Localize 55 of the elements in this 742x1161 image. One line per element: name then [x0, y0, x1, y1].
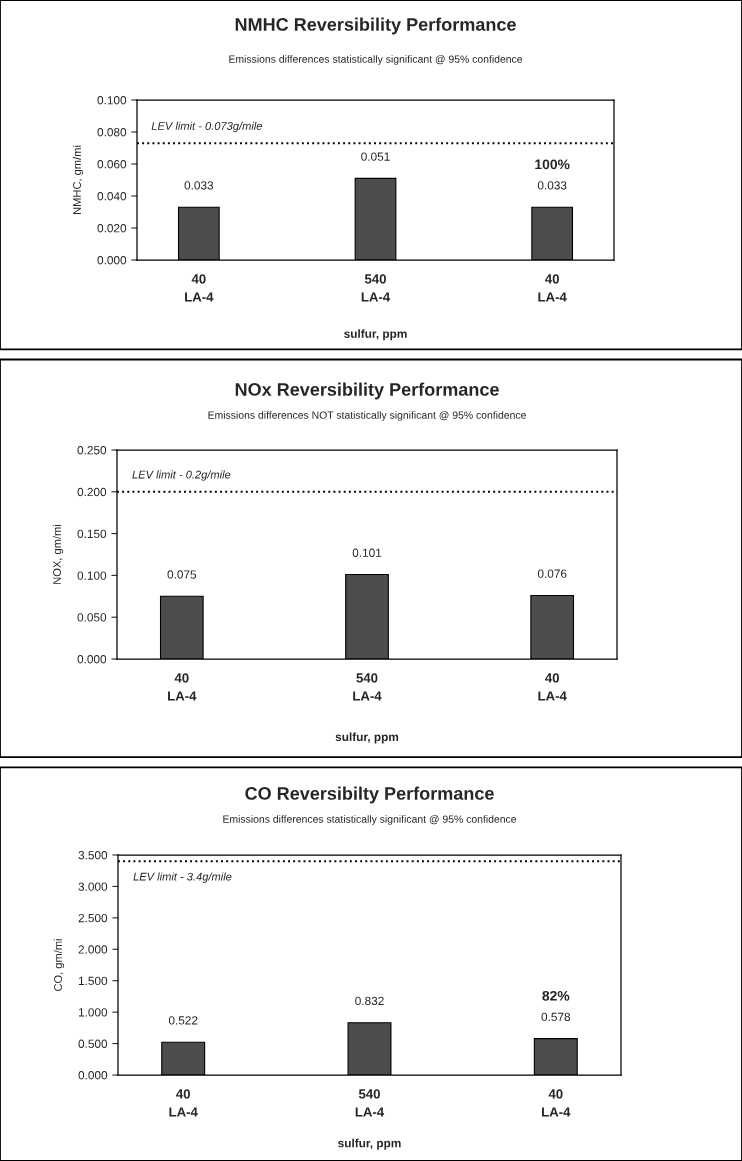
y-tick-label: 0.100 [77, 571, 107, 580]
annotation: 100% [535, 159, 570, 170]
chart-subtitle: Emissions differences statistically significant @ 95% confidence [229, 55, 523, 65]
x-axis-title: sulfur, ppm [344, 329, 407, 341]
y-tick-label: 0.050 [77, 613, 107, 622]
x-tick-label: 40 LA-4 [169, 1089, 198, 1117]
y-axis-title: NMHC, gm/mi [72, 145, 84, 214]
x-tick-label: 540 LA-4 [355, 1089, 385, 1117]
chart-title: CO Reversibilty Performance [245, 786, 494, 804]
annotation: 82% [542, 990, 570, 1001]
y-tick-label: 0.020 [97, 224, 127, 233]
y-tick-label: 0.200 [77, 487, 107, 497]
y-axis-title: NOX, gm/mi [52, 525, 64, 584]
y-tick-label: 0.000 [97, 256, 127, 265]
data-label: 0.051 [361, 152, 390, 161]
chart-subtitle: Emissions differences statistically significant @ 95% confidence [223, 815, 517, 825]
y-tick-label: 1.000 [78, 1008, 108, 1017]
y-tick-label: 0.500 [78, 1039, 108, 1048]
data-label: 0.033 [184, 181, 214, 190]
x-axis-title: sulfur, ppm [335, 732, 399, 744]
ref-line-label: LEV limit - 0.073g/mile [151, 121, 263, 133]
y-tick-label: 0.100 [97, 96, 127, 105]
y-tick-label: 0.060 [97, 160, 127, 169]
data-label: 0.832 [355, 996, 384, 1006]
y-tick-label: 0.250 [77, 446, 107, 455]
data-label: 0.075 [167, 570, 197, 579]
y-tick-label: 0.080 [97, 128, 127, 137]
y-tick-label: 0.000 [78, 1071, 108, 1080]
y-tick-label: 0.040 [97, 192, 127, 201]
y-tick-label: 2.000 [78, 945, 108, 954]
data-label: 0.522 [168, 1016, 198, 1025]
y-tick-label: 0.150 [77, 529, 107, 538]
x-tick-label: 540 LA-4 [353, 673, 382, 701]
y-tick-label: 1.500 [78, 976, 108, 986]
y-tick-label: 2.500 [78, 913, 108, 923]
data-label: 0.101 [352, 548, 382, 557]
x-tick-label: 40 LA-4 [538, 274, 567, 302]
y-tick-label: 3.500 [78, 851, 108, 860]
data-label: 0.033 [537, 181, 567, 190]
y-tick-label: 0.000 [77, 655, 107, 664]
x-axis-title: sulfur, ppm [338, 1138, 401, 1150]
data-label: 0.578 [541, 1012, 571, 1022]
chart-subtitle: Emissions differences NOT statistically significant @ 95% confidence [208, 411, 526, 421]
y-axis-title: CO, gm/mi [53, 939, 65, 991]
x-tick-label: 40 LA-4 [538, 673, 567, 701]
x-tick-label: 540 LA-4 [361, 274, 391, 302]
y-tick-label: 3.000 [78, 882, 108, 891]
data-label: 0.076 [537, 569, 567, 578]
chart-title: NMHC Reversibility Performance [235, 17, 516, 35]
chart-title: NOx Reversibility Performance [235, 382, 499, 400]
x-tick-label: 40 LA-4 [185, 274, 214, 302]
ref-line-label: LEV limit - 3.4g/mile [133, 872, 232, 883]
ref-line-label: LEV limit - 0.2g/mile [132, 470, 231, 481]
x-tick-label: 40 LA-4 [168, 673, 197, 701]
x-tick-label: 40 LA-4 [542, 1089, 571, 1117]
